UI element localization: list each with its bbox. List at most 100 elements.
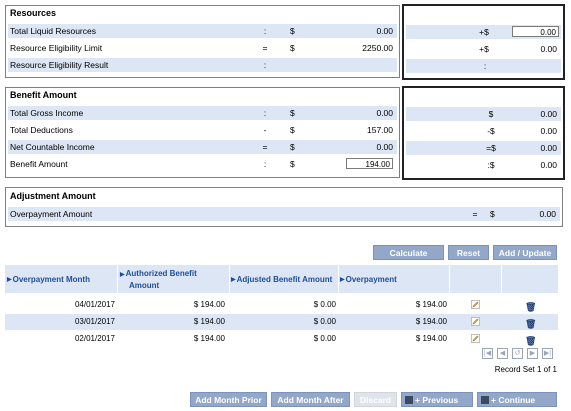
row-operator: $ xyxy=(488,109,494,119)
column-header-label-line1: Authorized Benefit xyxy=(125,268,197,278)
reset-button[interactable]: Reset xyxy=(448,245,489,260)
save-disk-icon xyxy=(481,396,489,404)
row-operator: -$ xyxy=(487,126,495,136)
last-page-icon[interactable]: ▶| xyxy=(542,348,553,359)
row-operator: = xyxy=(262,43,268,53)
row-currency: $ xyxy=(290,142,295,152)
edit-pencil-icon[interactable] xyxy=(471,300,480,309)
row-label: Resource Eligibility Limit xyxy=(10,43,103,53)
row-label: Resource Eligibility Result xyxy=(10,60,109,70)
row-operator: = xyxy=(472,209,478,219)
resources-title: Resources xyxy=(10,8,57,18)
previous-page-icon[interactable]: ◀ xyxy=(497,348,508,359)
column-header-authorized-benefit[interactable]: ▶Authorized Benefit Amount xyxy=(120,265,197,293)
cell-month: 02/01/2017 xyxy=(74,334,115,343)
row-currency: $ xyxy=(490,209,495,219)
row-value: 0.00 xyxy=(539,209,556,219)
total-liquid-resources-input[interactable]: 0.00 xyxy=(512,26,559,37)
row-label: Total Liquid Resources xyxy=(10,26,96,36)
table-row: 02/01/2017 $ 194.00 $ 0.00 $ 194.00 🗑 xyxy=(5,331,558,347)
column-divider xyxy=(229,265,230,293)
row-value: 0.00 xyxy=(540,44,557,54)
column-header-label: ▶Authorized Benefit xyxy=(120,269,197,278)
row-label: Overpayment Amount xyxy=(10,209,93,219)
row-label: Benefit Amount xyxy=(10,159,68,169)
sort-triangle-icon: ▶ xyxy=(340,276,345,283)
cell-overpayment: $ 194.00 xyxy=(415,334,447,343)
row-benefit-amount: Benefit Amount : $ 194.00 xyxy=(8,157,397,171)
next-page-icon[interactable]: ▶ xyxy=(527,348,538,359)
benefit-amount-input[interactable]: 194.00 xyxy=(346,158,393,169)
column-header-label-line2: Amount xyxy=(129,280,160,290)
cell-adjusted: $ 0.00 xyxy=(313,334,336,343)
row-total-liquid-resources-adjust: +$ 0.00 xyxy=(406,25,561,39)
row-currency: $ xyxy=(290,26,295,36)
row-benefit-amount-adjust: :$ 0.00 xyxy=(406,158,561,172)
row-resource-eligibility-limit-adjust: +$ 0.00 xyxy=(406,42,561,56)
record-set-label: Record Set 1 of 1 xyxy=(494,365,557,374)
column-header-overpayment[interactable]: ▶ Overpayment xyxy=(340,265,397,293)
discard-button[interactable]: Discard xyxy=(354,392,397,407)
row-overpayment-amount: Overpayment Amount = $ 0.00 xyxy=(8,207,560,221)
row-value: 0.00 xyxy=(540,109,557,119)
column-divider xyxy=(501,265,502,293)
edit-pencil-icon[interactable] xyxy=(471,317,480,326)
adjustment-amount-title: Adjustment Amount xyxy=(10,191,96,201)
row-value: 0.00 xyxy=(540,143,557,153)
cell-authorized: $ 194.00 xyxy=(193,300,225,309)
row-total-deductions: Total Deductions - $ 157.00 xyxy=(8,123,397,137)
cell-adjusted: $ 0.00 xyxy=(313,300,336,309)
cell-overpayment: $ 194.00 xyxy=(415,300,447,309)
row-label: Net Countable Income xyxy=(10,142,95,152)
column-header-label: Overpayment xyxy=(345,274,397,284)
row-operator: - xyxy=(263,125,267,135)
row-value: 0.00 xyxy=(540,126,557,136)
row-currency: $ xyxy=(290,159,295,169)
edit-pencil-icon[interactable] xyxy=(471,334,480,343)
benefit-adjust-panel: $ 0.00 -$ 0.00 =$ 0.00 :$ 0.00 xyxy=(402,86,565,180)
row-value: 0.00 xyxy=(376,142,393,152)
row-operator: =$ xyxy=(486,143,496,153)
cell-authorized: $ 194.00 xyxy=(193,317,225,326)
sort-triangle-icon: ▶ xyxy=(7,276,12,283)
benefit-amount-panel: Benefit Amount Total Gross Income : $ 0.… xyxy=(5,87,400,178)
table-row: 04/01/2017 $ 194.00 $ 0.00 $ 194.00 🗑 xyxy=(5,297,558,313)
row-value: 0.00 xyxy=(376,26,393,36)
row-total-liquid-resources: Total Liquid Resources : $ 0.00 xyxy=(8,24,397,38)
column-divider xyxy=(449,265,450,293)
row-resource-eligibility-result-adjust: : xyxy=(406,59,561,73)
delete-trash-icon[interactable]: 🗑 xyxy=(525,336,537,346)
benefit-amount-title: Benefit Amount xyxy=(10,90,77,100)
column-header-label: Overpayment Month xyxy=(12,274,90,284)
delete-trash-icon[interactable]: 🗑 xyxy=(525,302,537,312)
column-divider xyxy=(117,265,118,293)
row-resource-eligibility-limit: Resource Eligibility Limit = $ 2250.00 xyxy=(8,41,397,55)
delete-trash-icon[interactable]: 🗑 xyxy=(525,319,537,329)
row-operator: : xyxy=(263,26,267,36)
row-currency: $ xyxy=(290,125,295,135)
overpayment-table-header: ▶ Overpayment Month ▶Authorized Benefit A… xyxy=(5,265,558,293)
column-divider xyxy=(338,265,339,293)
continue-label: + Continue xyxy=(491,395,536,405)
continue-button[interactable]: + Continue xyxy=(477,392,557,407)
refresh-icon[interactable]: ↺ xyxy=(512,348,523,359)
column-header-adjusted-benefit[interactable]: ▶ Adjusted Benefit Amount xyxy=(231,265,332,293)
row-operator: : xyxy=(263,108,267,118)
row-label: Total Deductions xyxy=(10,125,73,135)
cell-month: 04/01/2017 xyxy=(74,300,115,309)
row-value: 2250.00 xyxy=(362,43,393,53)
previous-button[interactable]: + Previous xyxy=(401,392,473,407)
row-net-countable-income: Net Countable Income = $ 0.00 xyxy=(8,140,397,154)
cell-month: 03/01/2017 xyxy=(74,317,115,326)
row-currency: $ xyxy=(290,108,295,118)
add-update-button[interactable]: Add / Update xyxy=(493,245,557,260)
add-month-after-button[interactable]: Add Month After xyxy=(271,392,350,407)
resources-panel: Resources Total Liquid Resources : $ 0.0… xyxy=(5,5,400,78)
calculate-button[interactable]: Calculate xyxy=(373,245,444,260)
add-month-prior-button[interactable]: Add Month Prior xyxy=(190,392,267,407)
row-net-countable-income-adjust: =$ 0.00 xyxy=(406,141,561,155)
first-page-icon[interactable]: |◀ xyxy=(482,348,493,359)
column-header-overpayment-month[interactable]: ▶ Overpayment Month xyxy=(7,265,90,293)
row-operator: = xyxy=(262,142,268,152)
column-header-label: Adjusted Benefit Amount xyxy=(236,274,333,284)
